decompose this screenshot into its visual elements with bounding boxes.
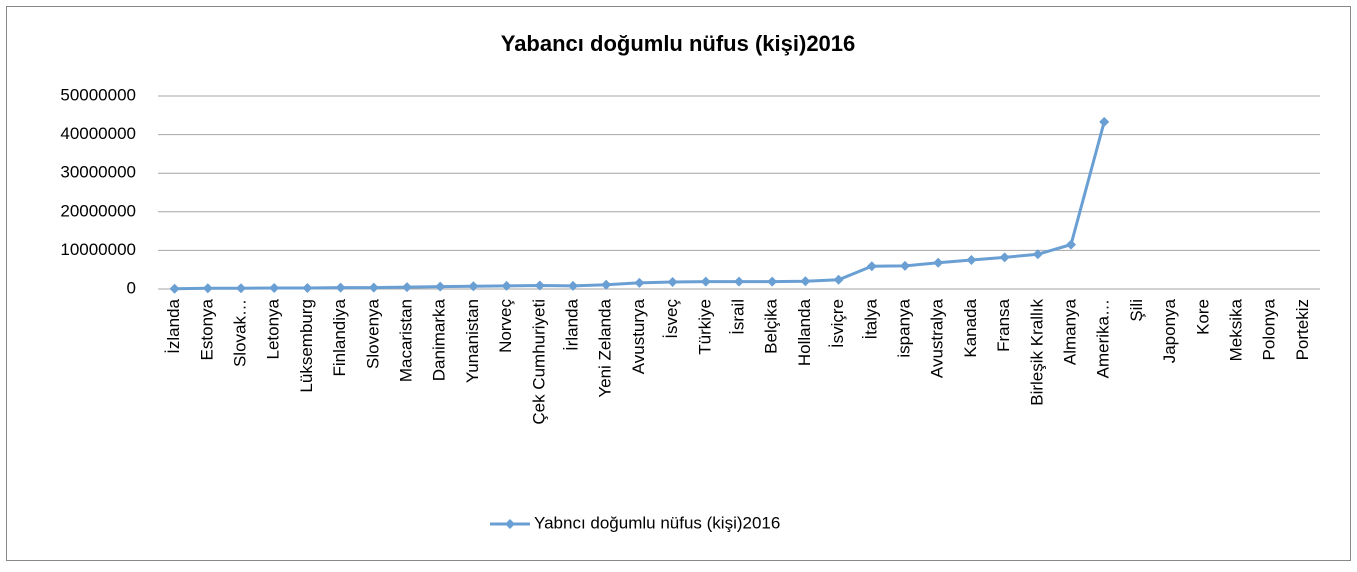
marker <box>833 274 844 285</box>
x-tick-label: Birleşik Krallık <box>1027 299 1046 406</box>
chart-title: Yabancı doğumlu nüfus (kişi)2016 <box>501 31 856 56</box>
x-tick-label: Yeni Zelanda <box>596 298 615 397</box>
x-tick-label: Yunanistan <box>463 299 482 383</box>
x-tick-label: ispanya <box>894 298 913 357</box>
y-tick-label: 50000000 <box>60 85 136 104</box>
marker <box>634 277 645 288</box>
marker <box>568 280 578 291</box>
x-tick-label: Slovenya <box>363 298 382 368</box>
marker <box>900 260 910 271</box>
chart-border <box>6 6 1351 561</box>
x-tick-label: Slovak… <box>230 299 249 367</box>
marker <box>1099 116 1110 127</box>
marker <box>601 279 612 290</box>
marker <box>1032 249 1043 260</box>
x-tick-label: Fransa <box>994 298 1013 351</box>
x-tick-label: Kore <box>1193 299 1212 335</box>
x-tick-label: Türkiye <box>695 299 714 355</box>
marker <box>1066 239 1076 250</box>
y-tick-label: 10000000 <box>60 240 136 259</box>
x-tick-label: İsveç <box>662 299 681 339</box>
legend-marker <box>505 519 515 529</box>
x-tick-label: Danimarka <box>430 298 449 381</box>
x-tick-label: İrlanda <box>562 298 581 351</box>
x-tick-label: Estonya <box>197 298 216 360</box>
x-tick-label: Hollanda <box>795 298 814 366</box>
marker <box>966 255 977 266</box>
x-tick-label: İtalya <box>861 298 880 339</box>
marker <box>169 283 180 294</box>
x-tick-label: Kanada <box>961 298 980 357</box>
x-tick-label: Avustralya <box>928 298 947 378</box>
x-tick-label: Çek Cumhuriyeti <box>529 299 548 425</box>
x-tick-label: Portekiz <box>1293 299 1312 360</box>
marker <box>933 257 944 268</box>
x-tick-label: Polonya <box>1260 298 1279 360</box>
y-tick-label: 30000000 <box>60 163 136 182</box>
marker <box>999 252 1010 263</box>
marker <box>667 277 678 288</box>
marker <box>368 282 379 293</box>
marker <box>866 261 877 272</box>
marker <box>269 282 280 293</box>
marker <box>700 276 711 287</box>
marker <box>302 282 313 293</box>
x-tick-label: Avusturya <box>629 298 648 374</box>
marker <box>202 283 213 294</box>
x-tick-label: İzlanda <box>164 298 183 353</box>
x-tick-label: Japonya <box>1160 298 1179 363</box>
x-tick-label: Amerika… <box>1094 299 1113 378</box>
marker <box>800 276 811 287</box>
x-tick-label: Almanya <box>1060 298 1079 365</box>
y-tick-label: 0 <box>127 278 136 297</box>
x-tick-label: Norveç <box>496 299 515 353</box>
x-tick-label: Letonya <box>264 298 283 359</box>
marker <box>501 280 512 291</box>
marker <box>236 283 246 294</box>
y-tick-label: 40000000 <box>60 124 136 143</box>
x-tick-label: Şili <box>1127 299 1146 322</box>
legend-label: Yabncı doğumlu nüfus (kişi)2016 <box>534 513 780 532</box>
marker <box>402 282 412 293</box>
marker <box>767 276 778 287</box>
x-tick-label: İsviçre <box>828 299 847 348</box>
marker <box>534 280 545 291</box>
marker <box>435 281 446 292</box>
x-tick-label: Finlandiya <box>330 298 349 376</box>
marker <box>468 281 479 292</box>
x-tick-label: Macaristan <box>396 299 415 382</box>
x-tick-label: Meksika <box>1226 298 1245 361</box>
x-tick-label: İsrail <box>728 299 747 335</box>
x-tick-label: Belçika <box>762 298 781 353</box>
marker <box>335 282 346 293</box>
y-tick-label: 20000000 <box>60 201 136 220</box>
marker <box>734 276 744 287</box>
x-tick-label: Lüksemburg <box>297 299 316 393</box>
